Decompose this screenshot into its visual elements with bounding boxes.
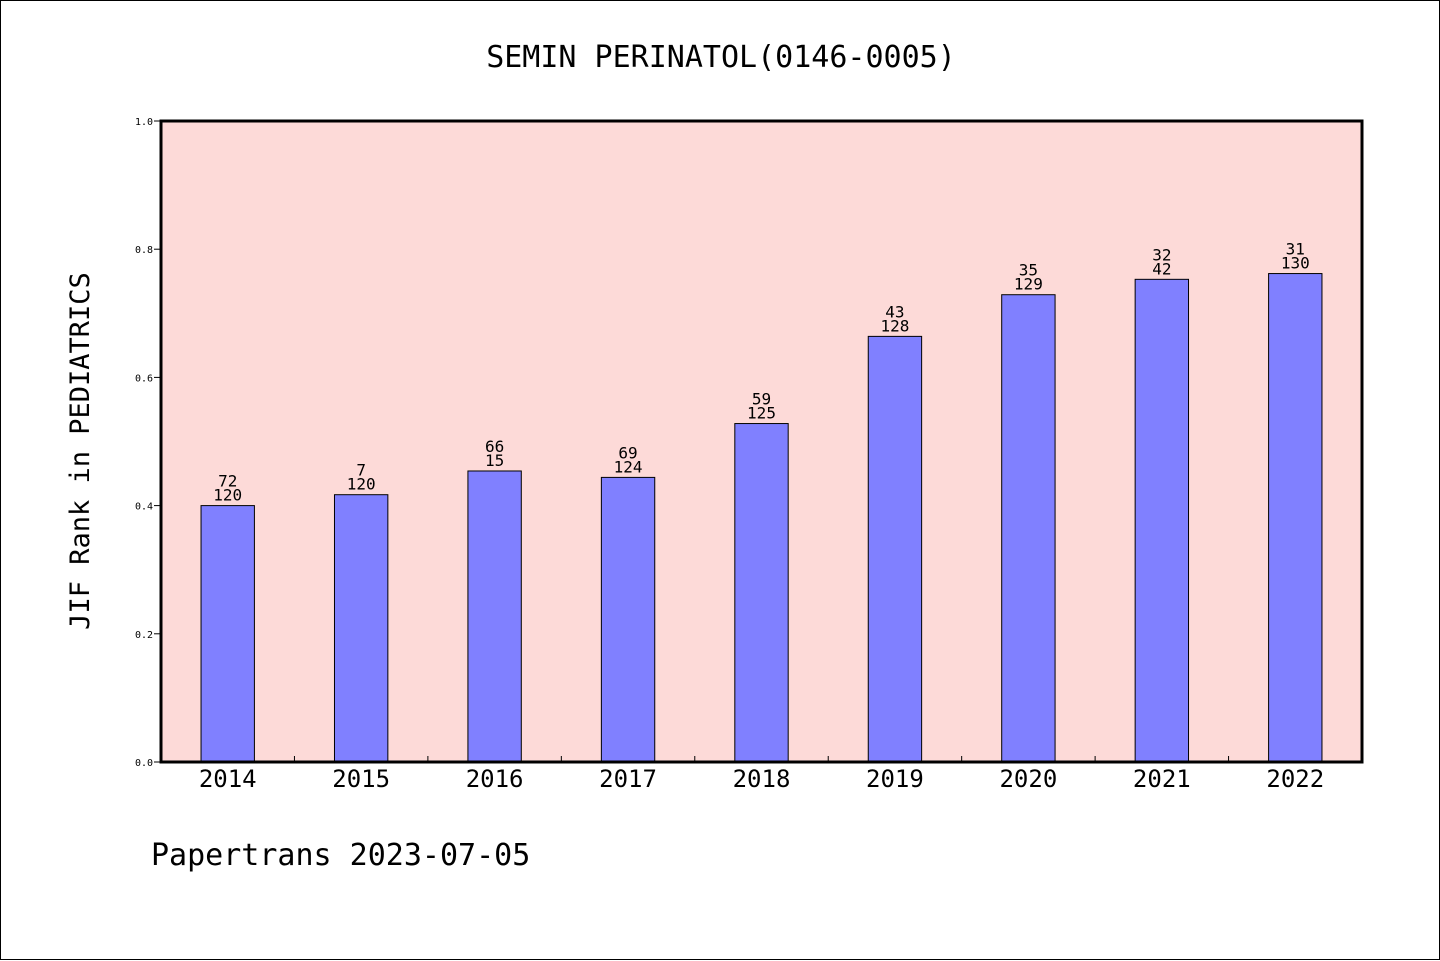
x-tick-label: 2014 [199,765,257,793]
chart-title: SEMIN PERINATOL(0146-0005) [486,40,956,75]
y-tick-label: 0.8 [135,245,153,256]
bar-total-label: 120 [347,475,376,494]
bar-2018 [734,423,789,763]
footer-credit: Papertrans 2023-07-05 [151,838,530,873]
bar-total-label: 125 [747,404,776,423]
x-tick-label: 2018 [733,765,791,793]
bar-2015 [333,494,389,763]
bar-2019 [867,335,923,763]
x-tick-label: 2020 [999,765,1057,793]
bar-2017 [600,476,656,763]
y-axis-label: JIF Rank in PEDIATRICS [65,272,96,630]
bar-rank-label: 59 [752,390,771,409]
bar-total-label: 42 [1152,259,1171,278]
bar-total-label: 130 [1281,254,1310,273]
bar-rank-label: 69 [618,443,637,462]
x-tick-label: 2019 [866,765,924,793]
bar-2016 [467,470,522,763]
y-tick-label: 0.4 [135,502,153,513]
bar-rank-label: 35 [1019,261,1038,280]
bar-2021 [1134,278,1190,763]
y-axis: 0.0 0.2 0.4 0.6 0.8 1.0 [135,117,161,769]
bar-2020 [1001,294,1056,763]
y-tick-label: 0.6 [135,373,153,384]
y-tick-label: 0.0 [135,758,153,769]
plot-border [159,119,1364,764]
bar-rank-label: 31 [1286,240,1305,259]
bar-total-label: 120 [213,486,242,505]
bar-rank-label: 72 [218,472,237,491]
x-tick-label: 2022 [1266,765,1324,793]
bar-rank-label: 43 [885,302,904,321]
x-tick-label: 2017 [599,765,657,793]
bar-2014 [200,505,255,763]
x-tick-label: 2015 [332,765,390,793]
y-tick-label: 1.0 [135,117,153,128]
bar-2022 [1268,273,1323,763]
bar-rank-label: 7 [356,461,366,480]
y-tick-label: 0.2 [135,630,153,641]
bar-total-label: 129 [1014,275,1043,294]
x-tick-label: 2016 [466,765,524,793]
bar-total-label: 15 [485,451,504,470]
x-tick-label: 2021 [1133,765,1191,793]
bar-total-label: 124 [614,457,643,476]
bar-total-label: 128 [880,316,909,335]
bar-rank-label: 32 [1152,245,1171,264]
x-axis: 2014 2015 2016 2017 2018 2019 2020 2021 2022 [199,756,1324,793]
bar-rank-label: 66 [485,437,504,456]
